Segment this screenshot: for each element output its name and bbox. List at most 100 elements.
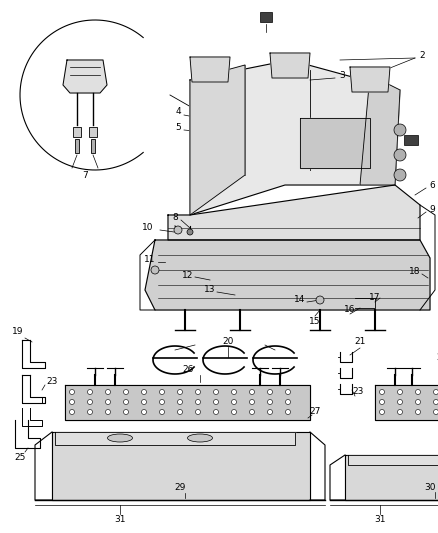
Polygon shape (300, 118, 370, 168)
Circle shape (177, 409, 183, 415)
Circle shape (286, 390, 290, 394)
Text: 25: 25 (14, 454, 26, 463)
Text: 4: 4 (175, 108, 181, 117)
Circle shape (141, 400, 146, 405)
Text: 5: 5 (175, 124, 181, 133)
Circle shape (124, 409, 128, 415)
Circle shape (213, 390, 219, 394)
Text: 27: 27 (309, 408, 321, 416)
Text: 1: 1 (267, 13, 273, 22)
Circle shape (379, 400, 385, 405)
Polygon shape (350, 67, 390, 92)
Polygon shape (55, 432, 295, 445)
Circle shape (394, 169, 406, 181)
Polygon shape (52, 432, 310, 500)
Bar (89, 127, 97, 137)
Bar (404, 135, 418, 145)
Circle shape (250, 400, 254, 405)
Circle shape (141, 390, 146, 394)
Circle shape (88, 400, 92, 405)
Bar (73, 127, 81, 137)
Polygon shape (345, 455, 438, 500)
Circle shape (159, 409, 165, 415)
Circle shape (70, 409, 74, 415)
Ellipse shape (107, 434, 133, 442)
Circle shape (416, 400, 420, 405)
Polygon shape (190, 57, 230, 82)
Text: 23: 23 (352, 387, 364, 397)
Circle shape (141, 409, 146, 415)
Bar (75, 139, 79, 153)
Circle shape (286, 409, 290, 415)
Circle shape (177, 400, 183, 405)
Text: 16: 16 (344, 305, 356, 314)
Polygon shape (168, 185, 420, 240)
Text: 29: 29 (174, 483, 186, 492)
Bar (260, 12, 272, 22)
Polygon shape (375, 385, 438, 420)
Text: 31: 31 (114, 515, 126, 524)
Text: 22: 22 (436, 353, 438, 362)
Circle shape (213, 400, 219, 405)
Circle shape (394, 124, 406, 136)
Circle shape (232, 390, 237, 394)
Circle shape (398, 409, 403, 415)
Text: 13: 13 (204, 286, 216, 295)
Circle shape (232, 400, 237, 405)
Circle shape (250, 390, 254, 394)
Text: 23: 23 (46, 377, 58, 386)
Circle shape (316, 296, 324, 304)
Text: 31: 31 (374, 515, 386, 524)
Circle shape (416, 390, 420, 394)
Text: 9: 9 (429, 206, 435, 214)
Text: 11: 11 (144, 255, 156, 264)
Circle shape (151, 266, 159, 274)
Polygon shape (63, 60, 107, 93)
Polygon shape (348, 455, 438, 465)
Circle shape (213, 409, 219, 415)
Circle shape (70, 400, 74, 405)
Circle shape (187, 229, 193, 235)
Circle shape (88, 409, 92, 415)
Circle shape (195, 409, 201, 415)
Circle shape (195, 400, 201, 405)
Circle shape (434, 400, 438, 405)
Text: 14: 14 (294, 295, 306, 304)
Circle shape (398, 400, 403, 405)
Text: 3: 3 (339, 70, 345, 79)
Polygon shape (190, 60, 400, 215)
Text: 20: 20 (223, 337, 234, 346)
Circle shape (174, 226, 182, 234)
Polygon shape (270, 53, 310, 78)
Text: 7: 7 (82, 171, 88, 180)
Circle shape (159, 400, 165, 405)
Polygon shape (145, 240, 430, 310)
Text: 26: 26 (182, 366, 194, 375)
Circle shape (379, 409, 385, 415)
Circle shape (268, 400, 272, 405)
Circle shape (268, 409, 272, 415)
Circle shape (434, 409, 438, 415)
Circle shape (106, 390, 110, 394)
Text: 8: 8 (172, 214, 178, 222)
Text: 18: 18 (409, 268, 421, 277)
Text: 15: 15 (309, 318, 321, 327)
Text: 2: 2 (419, 51, 425, 60)
Text: 30: 30 (424, 483, 436, 492)
Text: 10: 10 (142, 223, 154, 232)
Polygon shape (65, 385, 310, 420)
Circle shape (416, 409, 420, 415)
Circle shape (106, 400, 110, 405)
Circle shape (70, 390, 74, 394)
Circle shape (195, 390, 201, 394)
Text: 17: 17 (369, 294, 381, 303)
Circle shape (124, 390, 128, 394)
Text: 19: 19 (12, 327, 24, 336)
Circle shape (159, 390, 165, 394)
Circle shape (379, 390, 385, 394)
Ellipse shape (187, 434, 212, 442)
Bar (91, 139, 95, 153)
Circle shape (106, 409, 110, 415)
Circle shape (250, 409, 254, 415)
Circle shape (434, 390, 438, 394)
